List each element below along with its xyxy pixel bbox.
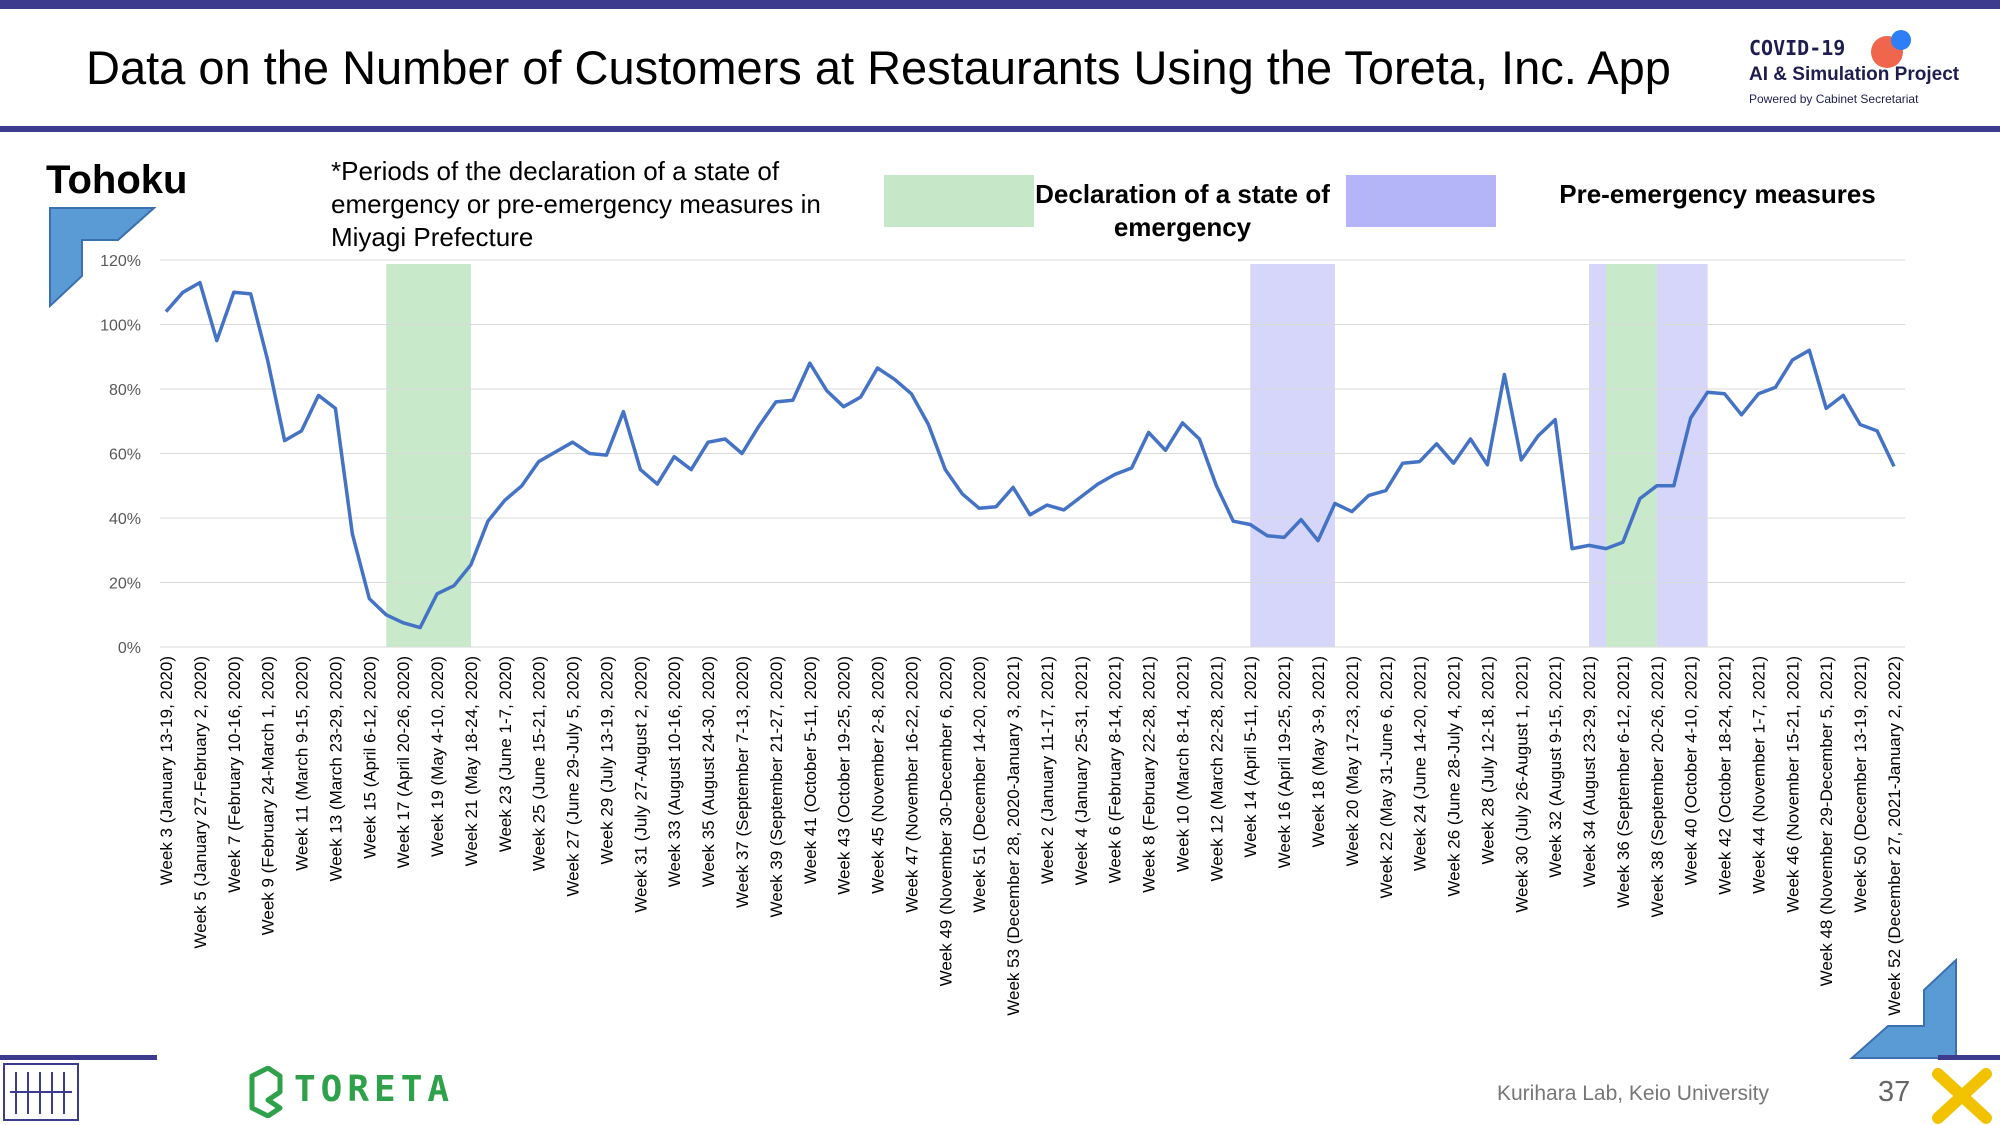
lab-credit: Kurihara Lab, Keio University	[1497, 1082, 1769, 1105]
x-tick-label: Week 44 (November 1-7, 2021)	[1749, 656, 1768, 894]
y-tick-label: 20%	[109, 576, 141, 593]
toreta-logo-icon	[249, 1066, 283, 1118]
y-tick-label: 100%	[100, 318, 141, 335]
legend-swatch-pre-emergency	[1346, 175, 1496, 227]
x-tick-label: Week 19 (May 4-10, 2020)	[428, 656, 447, 857]
x-tick-label: Week 41 (October 5-11, 2020)	[801, 656, 820, 884]
footer-divider-right	[1938, 1055, 2000, 1060]
legend-swatch-emergency	[884, 175, 1034, 227]
y-tick-label: 40%	[109, 511, 141, 528]
x-tick-label: Week 24 (June 14-20, 2021)	[1411, 656, 1430, 871]
x-tick-label: Week 32 (August 9-15, 2021)	[1546, 656, 1565, 878]
x-tick-label: Week 22 (May 31-June 6, 2021)	[1377, 656, 1396, 899]
footer-divider-left	[0, 1055, 157, 1060]
x-tick-label: Week 52 (December 27, 2021-January 2, 20…	[1885, 656, 1904, 1016]
x-tick-label: Week 13 (March 23-29, 2020)	[326, 656, 345, 882]
x-tick-label: Week 18 (May 3-9, 2021)	[1309, 656, 1328, 848]
x-tick-label: Week 51 (December 14-20, 2020)	[970, 656, 989, 913]
x-tick-label: Week 2 (January 11-17, 2021)	[1038, 656, 1057, 884]
x-tick-label: Week 4 (January 25-31, 2021)	[1072, 656, 1091, 885]
series-line	[164, 280, 1896, 630]
x-tick-label: Week 31 (July 27-August 2, 2020)	[631, 656, 650, 913]
legend-label-emergency: Declaration of a state of emergency	[1035, 179, 1330, 242]
x-tick-label: Week 47 (November 16-22, 2020)	[902, 656, 921, 913]
x-tick-label: Week 16 (April 19-25, 2021)	[1275, 656, 1294, 868]
corner-bracket-bottom-icon	[1849, 958, 1957, 1059]
shaded-period-emergency	[386, 264, 471, 647]
x-tick-label: Week 9 (February 24-March 1, 2020)	[259, 656, 278, 935]
toreta-wordmark: TORETA	[294, 1069, 455, 1110]
shaded-period-pre-emergency	[1589, 264, 1606, 647]
x-tick-label: Week 49 (November 30-December 6, 2020)	[936, 656, 955, 986]
x-tick-label: Week 29 (July 13-19, 2020)	[597, 656, 616, 865]
x-tick-label: Week 23 (June 1-7, 2020)	[496, 656, 515, 852]
shaded-period-emergency	[1606, 264, 1657, 647]
x-tick-label: Week 46 (November 15-21, 2021)	[1783, 656, 1802, 913]
y-tick-label: 0%	[118, 640, 141, 657]
logo-line1: COVID-19	[1749, 36, 1846, 60]
region-label: Tohoku	[46, 158, 188, 202]
page-title: Data on the Number of Customers at Resta…	[86, 41, 1671, 94]
x-tick-label: Week 6 (February 8-14, 2021)	[1106, 656, 1125, 883]
x-tick-label: Week 43 (October 19-25, 2020)	[835, 656, 854, 895]
x-tick-label: Week 8 (February 22-28, 2021)	[1140, 656, 1159, 893]
x-tick-label: Week 40 (October 4-10, 2021)	[1682, 656, 1701, 885]
x-tick-label: Week 5 (January 27-February 2, 2020)	[191, 656, 210, 949]
x-tick-label: Week 35 (August 24-30, 2020)	[699, 656, 718, 887]
x-tick-label: Week 28 (July 12-18, 2021)	[1478, 656, 1497, 865]
x-tick-label: Week 36 (September 6-12, 2021)	[1614, 656, 1633, 908]
x-tick-label: Week 17 (April 20-26, 2020)	[394, 656, 413, 868]
x-tick-label: Week 39 (September 21-27, 2020)	[767, 656, 786, 917]
x-tick-label: Week 30 (July 26-August 1, 2021)	[1512, 656, 1531, 913]
x-tick-label: Week 7 (February 10-16, 2020)	[225, 656, 244, 893]
x-tick-label: Week 34 (August 23-29, 2021)	[1580, 656, 1599, 887]
x-tick-label: Week 21 (May 18-24, 2020)	[462, 656, 481, 866]
legend-label-pre-emergency: Pre-emergency measures	[1559, 179, 1876, 209]
x-tick-label: Week 10 (March 8-14, 2021)	[1173, 656, 1192, 872]
y-tick-label: 60%	[109, 447, 141, 464]
x-tick-label: Week 38 (September 20-26, 2021)	[1648, 656, 1667, 917]
title-divider	[0, 126, 2000, 132]
x-tick-label: Week 50 (December 13-19, 2021)	[1851, 656, 1870, 913]
logo-line3: Powered by Cabinet Secretariat	[1749, 92, 1919, 106]
x-tick-label: Week 45 (November 2-8, 2020)	[869, 656, 888, 894]
x-tick-label: Week 33 (August 10-16, 2020)	[665, 656, 684, 887]
x-tick-label: Week 3 (January 13-19, 2020)	[157, 656, 176, 885]
x-tick-label: Week 42 (October 18-24, 2021)	[1716, 656, 1735, 895]
logo-line2: AI & Simulation Project	[1749, 64, 1960, 85]
x-tick-label: Week 26 (June 28-July 4, 2021)	[1445, 656, 1464, 897]
x-tick-label: Week 27 (June 29-July 5, 2020)	[564, 656, 583, 897]
y-tick-label: 120%	[100, 253, 141, 270]
top-accent-bar	[0, 0, 2000, 9]
x-tick-label: Week 12 (March 22-28, 2021)	[1207, 656, 1226, 882]
x-logo-icon	[1932, 1068, 1992, 1124]
logo-dots-icon	[1871, 30, 1911, 68]
y-tick-label: 80%	[109, 382, 141, 399]
shaded-period-pre-emergency	[1250, 264, 1335, 647]
x-tick-label: Week 25 (June 15-21, 2020)	[530, 656, 549, 871]
period-note: *Periods of the declaration of a state o…	[331, 156, 821, 252]
university-logo-icon	[3, 1063, 79, 1121]
x-tick-label: Week 11 (March 9-15, 2020)	[293, 656, 312, 871]
corner-bracket-top-icon	[49, 207, 157, 309]
page-number: 37	[1878, 1076, 1911, 1108]
x-tick-label: Week 37 (September 7-13, 2020)	[733, 656, 752, 908]
x-tick-label: Week 20 (May 17-23, 2021)	[1343, 656, 1362, 866]
x-tick-label: Week 15 (April 6-12, 2020)	[360, 656, 379, 859]
x-tick-label: Week 53 (December 28, 2020-January 3, 20…	[1004, 656, 1023, 1016]
x-tick-label: Week 14 (April 5-11, 2021)	[1241, 656, 1260, 858]
covid-ai-project-logo: COVID-19 AI & Simulation Project Powered…	[1745, 30, 1985, 110]
x-tick-label: Week 48 (November 29-December 5, 2021)	[1817, 656, 1836, 986]
customer-line-chart: 0% 20% 40% 60% 80% 100% 120% Week 3 (January 1…	[100, 253, 1905, 1016]
